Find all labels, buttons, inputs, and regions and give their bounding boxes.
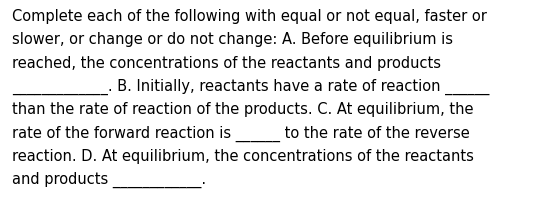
Text: reaction. D. At equilibrium, the concentrations of the reactants: reaction. D. At equilibrium, the concent… — [12, 149, 474, 164]
Text: and products ____________.: and products ____________. — [12, 172, 206, 188]
Text: rate of the forward reaction is ______ to the rate of the reverse: rate of the forward reaction is ______ t… — [12, 125, 470, 142]
Text: reached, the concentrations of the reactants and products: reached, the concentrations of the react… — [12, 56, 441, 71]
Text: than the rate of reaction of the products. C. At equilibrium, the: than the rate of reaction of the product… — [12, 102, 474, 117]
Text: _____________. B. Initially, reactants have a rate of reaction ______: _____________. B. Initially, reactants h… — [12, 79, 489, 95]
Text: Complete each of the following with equal or not equal, faster or: Complete each of the following with equa… — [12, 9, 487, 24]
Text: slower, or change or do not change: A. Before equilibrium is: slower, or change or do not change: A. B… — [12, 32, 453, 47]
